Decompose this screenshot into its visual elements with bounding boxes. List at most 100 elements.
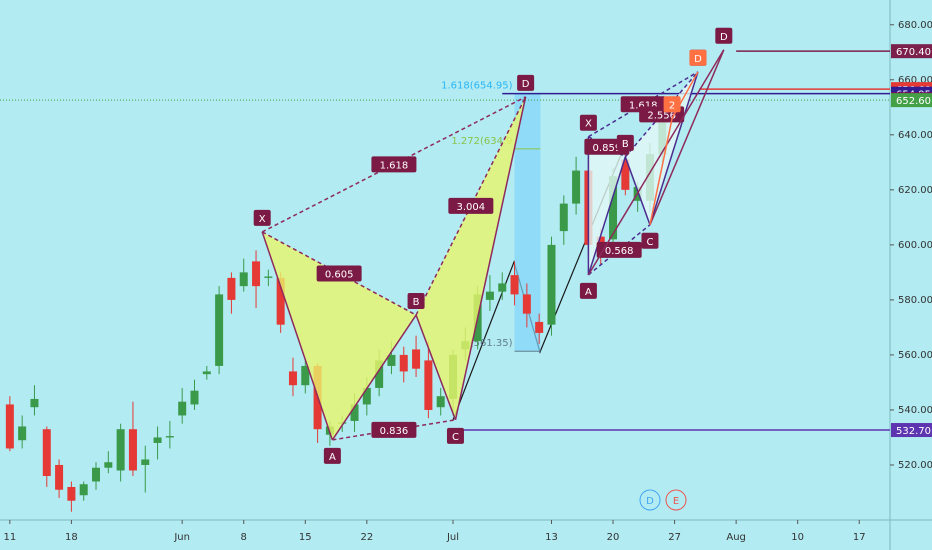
candle-body: [239, 272, 248, 287]
candle-body: [535, 321, 544, 333]
label-box: [616, 134, 634, 151]
candle-body: [178, 401, 187, 416]
label-text: C: [646, 237, 653, 248]
candle-body: [572, 170, 581, 204]
y-tick-label: 580.00: [898, 295, 932, 306]
pattern-leg: [415, 314, 457, 421]
x-tick-label: 8: [241, 532, 247, 543]
x-tick-label: 11: [3, 532, 16, 543]
pattern-fill: [416, 96, 526, 420]
pattern-fill: [262, 231, 417, 440]
pattern-leg: [331, 314, 417, 441]
event-marker[interactable]: [639, 489, 661, 511]
label-box: [689, 49, 707, 66]
label-text: 0.568: [605, 246, 634, 257]
candle-body: [104, 462, 113, 468]
label-box: [407, 293, 425, 310]
candle-body: [522, 294, 531, 314]
pattern-ratio-line: [587, 224, 651, 276]
pattern-leg: [649, 49, 725, 226]
label-text: B: [413, 297, 420, 308]
x-tick-label: 18: [65, 532, 78, 543]
label-box: [596, 241, 642, 258]
x-tick-label: 17: [853, 532, 866, 543]
candle-body: [399, 354, 408, 372]
label-box: [448, 197, 494, 214]
candle-body: [264, 276, 273, 278]
label-box: [253, 209, 271, 226]
x-tick-label: Jul: [446, 532, 459, 543]
candle-body: [609, 176, 618, 240]
y-tick-label: 560.00: [898, 350, 932, 361]
price-label: 670.40: [896, 47, 931, 58]
label-box: [663, 96, 681, 113]
y-tick-label: 600.00: [898, 240, 932, 251]
y-tick-label: 680.00: [898, 20, 932, 31]
pattern-leg: [261, 231, 334, 441]
x-tick-label: Aug: [726, 532, 746, 543]
candle-body: [18, 426, 27, 441]
event-marker[interactable]: [665, 489, 687, 511]
y-tick-label: 620.00: [898, 185, 932, 196]
label-box: [323, 447, 341, 464]
x-tick-label: 22: [360, 532, 373, 543]
price-label-box: [891, 423, 932, 438]
candle-body: [30, 398, 39, 408]
label-box: [316, 265, 362, 282]
candle-body: [79, 484, 88, 496]
price-label: 532.70: [896, 426, 931, 437]
pattern-leg: [454, 96, 527, 421]
candle-body: [215, 294, 224, 366]
candle-body: [227, 277, 236, 300]
label-box: [517, 74, 535, 91]
pattern-leg: [649, 118, 673, 225]
label-text: 2.556: [647, 110, 676, 121]
y-tick-label: 660.00: [898, 75, 932, 86]
event-marker-label: D: [646, 496, 654, 507]
candle-body: [547, 244, 556, 325]
price-label: 652.60: [896, 96, 931, 107]
candle-body: [252, 261, 261, 287]
candle-body: [510, 275, 519, 295]
pattern-fill: [588, 136, 626, 275]
candle-body: [596, 236, 605, 245]
label-text: 0.605: [325, 269, 354, 280]
candle-body: [436, 396, 445, 408]
label-box: [446, 427, 464, 444]
label-text: 1.618: [380, 160, 409, 171]
pattern-leg: [587, 49, 725, 276]
pattern-leg: [587, 156, 627, 276]
x-tick-label: 13: [545, 532, 558, 543]
projection-label: (561.35): [470, 338, 513, 349]
label-text: 3.004: [457, 202, 486, 213]
label-box: [579, 114, 597, 131]
candle-body: [141, 459, 150, 465]
candle-body: [153, 437, 162, 443]
price-label-box: [891, 93, 932, 108]
pattern-ratio-line: [624, 71, 699, 158]
label-text: 0.859: [593, 143, 622, 154]
y-tick-label: 520.00: [898, 460, 932, 471]
candle-body: [42, 429, 51, 476]
label-text: X: [585, 119, 592, 130]
candle-body: [350, 404, 359, 421]
candle-body: [5, 404, 14, 449]
candle-body: [276, 277, 285, 325]
label-text: A: [585, 287, 592, 298]
label-text: 1.618: [629, 100, 658, 111]
candle-body: [92, 467, 101, 482]
label-box: [715, 27, 733, 44]
candle-body: [67, 486, 76, 501]
x-tick-label: 10: [791, 532, 804, 543]
candle-body: [621, 159, 630, 190]
label-text: D: [720, 32, 728, 43]
label-box: [371, 156, 417, 173]
candle-body: [116, 429, 125, 471]
label-box: [579, 282, 597, 299]
candle-body: [424, 360, 433, 410]
label-box: [371, 421, 417, 438]
label-text: 2: [669, 100, 675, 111]
projection-label: 1.272(634.9: [451, 136, 512, 147]
candle-body: [485, 291, 494, 300]
